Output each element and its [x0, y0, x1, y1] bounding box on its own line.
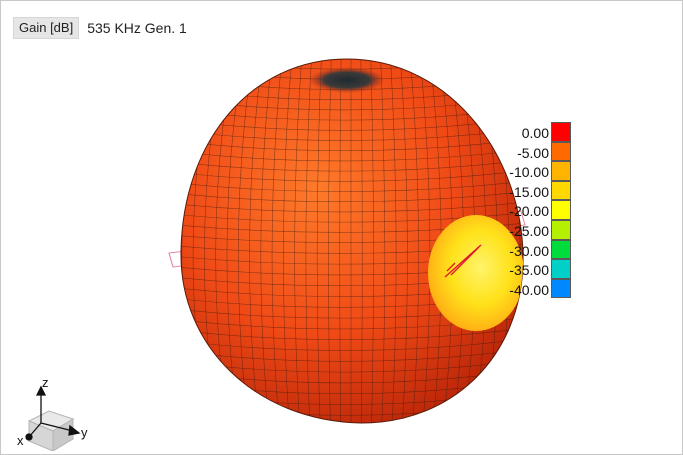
axis-label-y: y	[81, 425, 88, 440]
plot-header: Gain [dB] 535 KHz Gen. 1	[13, 17, 187, 39]
mesh-parallel-line	[180, 59, 524, 60]
plot-subtitle: 535 KHz Gen. 1	[87, 20, 187, 36]
legend-item-label: 0.00	[521, 125, 549, 141]
mesh-meridian-line	[283, 59, 294, 423]
pattern-null-region	[428, 215, 524, 331]
mesh-parallel-line	[180, 327, 524, 340]
mesh-parallel-line	[180, 138, 524, 151]
mesh-meridian-line	[360, 59, 363, 423]
axis-arrows	[25, 385, 81, 441]
mesh-parallel-line	[180, 421, 524, 423]
pattern-top-dimple	[309, 67, 385, 93]
mesh-parallel-line	[180, 337, 524, 351]
legend-item-label: -25.00	[509, 222, 549, 239]
mesh-meridian-line	[339, 59, 342, 423]
axis-cube-icon	[27, 410, 75, 452]
legend-color-swatch	[551, 180, 571, 201]
legend-color-swatch	[551, 122, 571, 142]
axis-orientation-widget[interactable]: z y x	[15, 375, 95, 452]
mesh-parallel-line	[180, 180, 524, 192]
legend-item-label: -20.00	[509, 203, 549, 220]
mesh-meridian-line	[271, 59, 284, 423]
mesh-parallel-line	[180, 169, 524, 182]
antenna-element-markers	[444, 244, 482, 278]
legend-item-label: -30.00	[509, 242, 549, 259]
legend-item-label: -35.00	[509, 262, 549, 279]
legend-color-swatch	[551, 219, 571, 240]
legend-color-swatch	[551, 141, 571, 162]
mesh-meridian-line	[316, 59, 323, 423]
mesh-parallel-line	[180, 127, 524, 141]
legend-color-swatch	[551, 239, 571, 260]
mesh-meridian-line	[389, 59, 397, 423]
mesh-meridian-line	[249, 59, 265, 423]
mesh-meridian-line	[369, 59, 374, 423]
legend-color-swatch	[551, 161, 571, 181]
mesh-parallel-line	[180, 148, 524, 162]
mesh-parallel-line	[180, 159, 524, 172]
legend-item-label: -40.00	[509, 281, 549, 298]
mesh-parallel-line	[180, 190, 524, 203]
axis-label-z: z	[42, 375, 49, 390]
legend-item-label: -5.00	[517, 144, 549, 161]
mesh-meridian-line	[305, 59, 313, 423]
legend-item-label: -15.00	[509, 183, 549, 200]
mesh-parallel-line	[180, 348, 524, 362]
mesh-meridian-line	[418, 59, 431, 423]
legend-color-swatch	[551, 278, 571, 299]
mesh-meridian-line	[294, 59, 304, 423]
legend-color-swatch	[551, 259, 571, 279]
legend-color-swatch	[551, 200, 571, 220]
legend-item-label: -10.00	[509, 164, 549, 181]
mesh-meridian-line	[398, 59, 408, 423]
mesh-parallel-line	[180, 201, 524, 213]
gain-unit-label[interactable]: Gain [dB]	[13, 17, 80, 39]
mesh-meridian-line	[328, 59, 333, 423]
mesh-meridian-line	[379, 59, 386, 423]
axis-label-x: x	[17, 433, 24, 448]
